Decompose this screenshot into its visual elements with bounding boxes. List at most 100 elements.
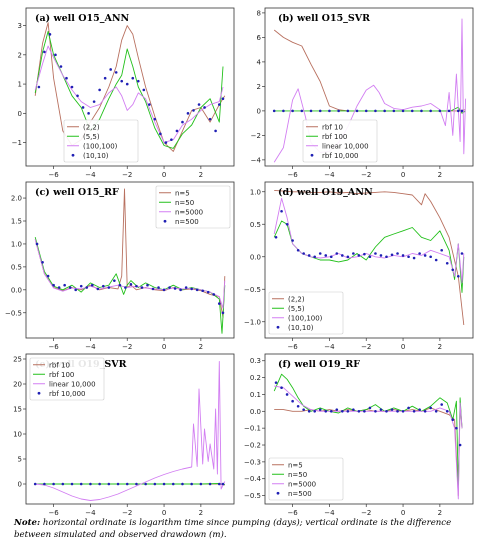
x-tick-label: 2: [199, 509, 203, 516]
x-tick-label: 2: [199, 343, 203, 351]
y-tick-label: 8: [257, 9, 261, 17]
data-point: [98, 482, 101, 486]
data-point: [173, 287, 177, 290]
data-point: [456, 109, 460, 113]
figure-note: Note: horizontal ordinate is logarithm t…: [14, 517, 484, 541]
data-point: [170, 138, 173, 141]
y-tick-label: 0.2: [250, 374, 261, 382]
data-point: [103, 76, 107, 80]
data-point: [181, 120, 184, 124]
data-point: [102, 284, 105, 288]
data-point: [217, 103, 221, 106]
data-point: [109, 68, 112, 71]
x-tick-label: −4: [85, 343, 96, 351]
y-tick-label: 25: [13, 356, 22, 364]
data-point: [59, 65, 63, 68]
data-point: [379, 408, 383, 411]
panel-title: (d) well O19_ANN: [278, 187, 373, 198]
data-point: [407, 255, 410, 259]
data-point: [221, 482, 225, 486]
data-point: [129, 283, 133, 286]
legend-label: (10,10): [83, 152, 109, 160]
data-point: [346, 410, 350, 413]
data-point: [458, 443, 462, 447]
data-point: [114, 71, 118, 74]
legend-box: [155, 185, 231, 229]
y-tick-label: −0.2: [244, 442, 261, 450]
y-tick-label: 15: [13, 406, 22, 414]
legend-label: (10,10): [288, 324, 314, 332]
legend-label: rbf 10,000: [322, 152, 359, 160]
data-point: [186, 112, 190, 115]
x-tick-label: 0: [162, 171, 166, 179]
legend-label: n=5000: [175, 208, 203, 216]
data-point: [135, 284, 138, 288]
legend-label: (5,5): [83, 133, 100, 141]
data-point: [157, 286, 160, 289]
data-point: [423, 254, 427, 257]
data-point: [98, 88, 101, 92]
x-tick-label: −2: [122, 343, 132, 351]
data-point: [407, 406, 410, 410]
y-tick-label: −2: [251, 132, 261, 140]
data-point: [396, 252, 399, 255]
data-point: [396, 410, 399, 413]
data-point: [352, 408, 355, 411]
data-point: [221, 311, 225, 315]
legend-marker: [37, 391, 41, 395]
data-point: [274, 235, 278, 239]
data-point: [412, 256, 416, 260]
data-point: [142, 88, 146, 92]
data-point: [324, 410, 328, 413]
x-tick-label: −2: [361, 171, 371, 179]
data-point: [212, 293, 216, 296]
data-point: [341, 254, 344, 257]
x-tick-label: 2: [438, 171, 442, 179]
data-point: [302, 252, 305, 255]
data-point: [70, 482, 74, 486]
x-tick-label: −2: [361, 343, 371, 351]
x-tick-label: 0: [162, 509, 166, 516]
data-point: [61, 482, 65, 486]
data-point: [456, 274, 460, 278]
legend-label: (2,2): [83, 123, 100, 131]
series-line: [34, 22, 226, 152]
data-point: [374, 109, 377, 113]
data-point: [346, 109, 350, 113]
data-point: [300, 109, 304, 113]
y-tick-label: 1.0: [11, 240, 22, 248]
data-point: [318, 408, 322, 411]
data-point: [35, 242, 39, 246]
data-point: [79, 284, 83, 288]
data-point: [181, 482, 184, 486]
data-point: [120, 79, 124, 83]
data-point: [438, 109, 442, 113]
data-point: [309, 109, 313, 113]
series-line: [274, 385, 463, 500]
data-point: [401, 410, 405, 413]
y-tick-label: −1.0: [244, 318, 261, 326]
y-tick-label: 0.0: [250, 253, 261, 261]
legend-label: n=500: [288, 490, 312, 498]
data-point: [335, 252, 339, 255]
chart-panel-1: −6 −4 −2 0 2 −1 0 1 2 3 (a) well O15_ANN (2,2) (5,5)…: [12, 7, 235, 179]
data-point: [171, 482, 175, 486]
y-tick-label: 2.0: [11, 195, 22, 203]
legend-label: n=500: [175, 218, 199, 226]
y-tick-label: 3: [18, 22, 22, 30]
data-point: [335, 408, 339, 411]
data-point: [65, 76, 68, 80]
data-point: [429, 406, 432, 410]
data-point: [70, 85, 74, 89]
y-tick-label: 4: [257, 58, 262, 66]
legend-label: (100,100): [288, 314, 323, 322]
x-tick-label: 2: [199, 171, 203, 179]
chart-panel-4: −6 −4 −2 0 2 −1.0 −0.5 0.0 0.5 1.0 (d) well O19_AN…: [244, 181, 474, 351]
data-point: [85, 286, 89, 289]
legend-label: n=50: [175, 199, 194, 207]
data-point: [329, 410, 333, 413]
data-point: [41, 260, 44, 264]
data-point: [159, 132, 162, 136]
